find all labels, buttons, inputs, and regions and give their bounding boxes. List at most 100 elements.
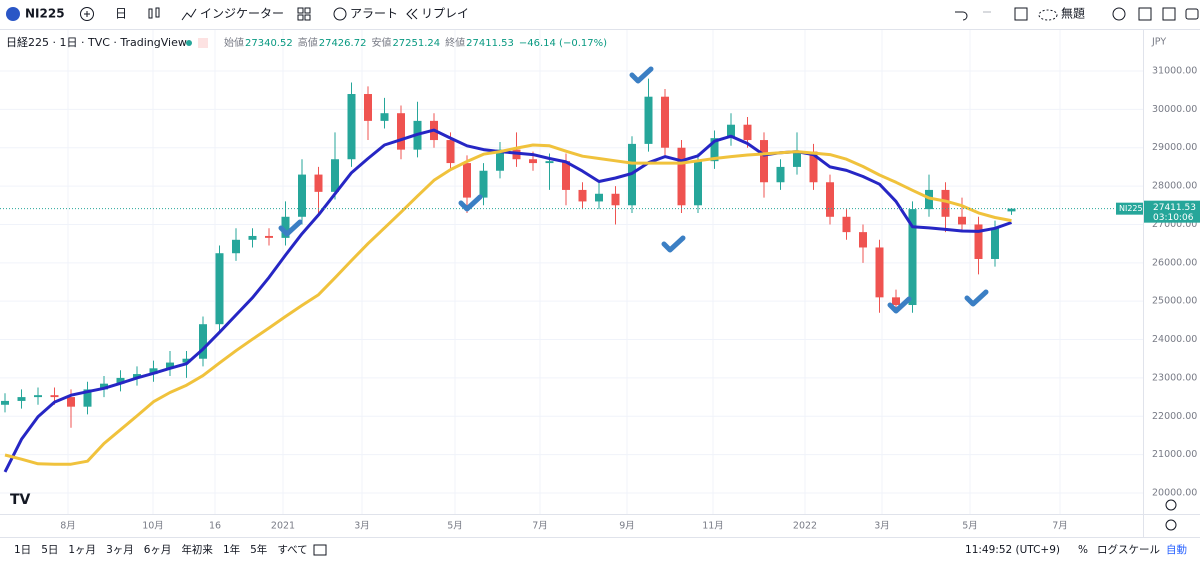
layout-icon[interactable] — [1014, 7, 1028, 21]
indicator-icon[interactable] — [181, 8, 197, 21]
y-tick-label: 29000.00 — [1152, 142, 1197, 153]
replay[interactable]: リプレイ — [421, 7, 469, 21]
candle-body — [578, 189, 587, 202]
y-tick-label: 28000.00 — [1152, 181, 1197, 192]
candle-body — [562, 161, 570, 190]
y-tick-label: 31000.00 — [1152, 66, 1197, 77]
candle-body — [446, 140, 455, 164]
x-tick-label: 2022 — [793, 521, 817, 532]
range-button[interactable]: 1ヶ月 — [68, 544, 96, 556]
settings-icon-2[interactable] — [1165, 499, 1177, 511]
status-dot — [186, 40, 192, 46]
logo: TV — [10, 492, 31, 508]
candle-body — [826, 182, 834, 217]
percent-toggle[interactable]: % — [1078, 544, 1088, 556]
range-button[interactable]: 6ヶ月 — [144, 544, 172, 556]
y-tick-label: 23000.00 — [1152, 372, 1197, 383]
log-scale-toggle[interactable]: ログスケール — [1097, 543, 1160, 556]
price-label-value: 27411.53 — [1153, 203, 1196, 213]
candle-body — [743, 124, 752, 141]
candle-body — [397, 113, 405, 150]
candle-body — [611, 193, 620, 206]
candle-body — [100, 383, 108, 390]
x-tick-label: 8月 — [60, 521, 76, 532]
candle-body — [991, 228, 999, 259]
candle-body — [199, 324, 207, 359]
candle-body — [941, 189, 950, 217]
replay-icon[interactable] — [406, 8, 418, 20]
x-tick-label: 9月 — [619, 521, 635, 532]
candle-body — [34, 395, 42, 398]
y-tick-label: 25000.00 — [1152, 296, 1197, 307]
candle-body — [809, 151, 818, 183]
date-range-icon[interactable] — [313, 544, 327, 556]
candle-body — [892, 297, 900, 306]
auto-toggle[interactable]: 自動 — [1166, 543, 1187, 556]
candle-body — [545, 161, 554, 164]
legend-key: 高値 — [298, 36, 318, 49]
x-tick-label: 7月 — [532, 521, 548, 532]
candle-body — [644, 96, 653, 144]
y-tick-label: 27000.00 — [1152, 219, 1197, 230]
price-label-countdown: 03:10:06 — [1153, 213, 1194, 223]
range-button[interactable]: 年初来 — [181, 543, 213, 556]
candle-body — [776, 166, 785, 183]
legend-change: −46.14 (−0.17%) — [519, 38, 607, 49]
x-tick-label: 11月 — [702, 521, 724, 532]
range-button[interactable]: 5年 — [250, 543, 267, 556]
candle-body — [479, 170, 488, 198]
candle-body — [331, 159, 339, 192]
alert[interactable]: アラート — [350, 7, 398, 21]
interval[interactable]: 日 — [115, 7, 127, 21]
range-button[interactable]: 3ヶ月 — [106, 544, 134, 556]
legend-key: 始値 — [224, 36, 244, 49]
range-button[interactable]: 5日 — [41, 544, 58, 556]
undo-redo[interactable] — [955, 11, 991, 21]
candle-body — [67, 397, 75, 407]
candle-body — [281, 216, 290, 238]
currency: JPY — [1151, 37, 1166, 48]
templates-icon[interactable] — [297, 7, 311, 21]
symbol[interactable]: NI225 — [25, 7, 65, 21]
candle-body — [215, 253, 224, 325]
alert-icon[interactable] — [333, 7, 347, 21]
range-button[interactable]: 1日 — [14, 544, 31, 556]
x-tick-label: 10月 — [142, 521, 164, 532]
right-icons[interactable] — [1112, 7, 1199, 21]
candle-body — [760, 140, 768, 183]
candle-body — [793, 151, 801, 167]
x-tick-label: 5月 — [962, 521, 978, 532]
x-tick-label: 5月 — [447, 521, 463, 532]
candle-body — [314, 174, 323, 192]
chart-type-icon[interactable] — [148, 7, 160, 19]
candle-body — [727, 124, 735, 139]
y-tick-label: 22000.00 — [1152, 411, 1197, 422]
candle-body — [529, 159, 537, 164]
layout-name[interactable]: 無題 — [1061, 6, 1085, 21]
legend-value: 27251.24 — [392, 38, 440, 49]
price-label-symbol: NI225 — [1119, 204, 1143, 213]
add-symbol-icon[interactable] — [80, 7, 94, 21]
moving-average — [4, 143, 1012, 466]
candle-body — [265, 235, 273, 238]
range-button[interactable]: 1年 — [223, 543, 240, 556]
legend-values: 始値 27340.52 高値 27426.72 安値 27251.24 終値 27411.53… — [224, 36, 607, 49]
candle-body — [974, 224, 983, 259]
x-tick-label: 7月 — [1052, 521, 1068, 532]
y-tick-label: 21000.00 — [1152, 449, 1197, 460]
candle-body — [875, 247, 884, 298]
candle-body — [908, 209, 917, 306]
candle-body — [83, 389, 92, 407]
legend-value: 27426.72 — [319, 38, 367, 49]
last-price-box — [1144, 200, 1200, 223]
cloud-icon[interactable] — [1038, 9, 1058, 21]
range-button[interactable]: すべて — [277, 544, 307, 556]
legend-key: 安値 — [371, 36, 391, 49]
settings-icon[interactable] — [1165, 519, 1177, 531]
candle-body — [298, 174, 306, 217]
indicators[interactable]: インジケーター — [200, 7, 284, 21]
y-tick-label: 24000.00 — [1152, 334, 1197, 345]
